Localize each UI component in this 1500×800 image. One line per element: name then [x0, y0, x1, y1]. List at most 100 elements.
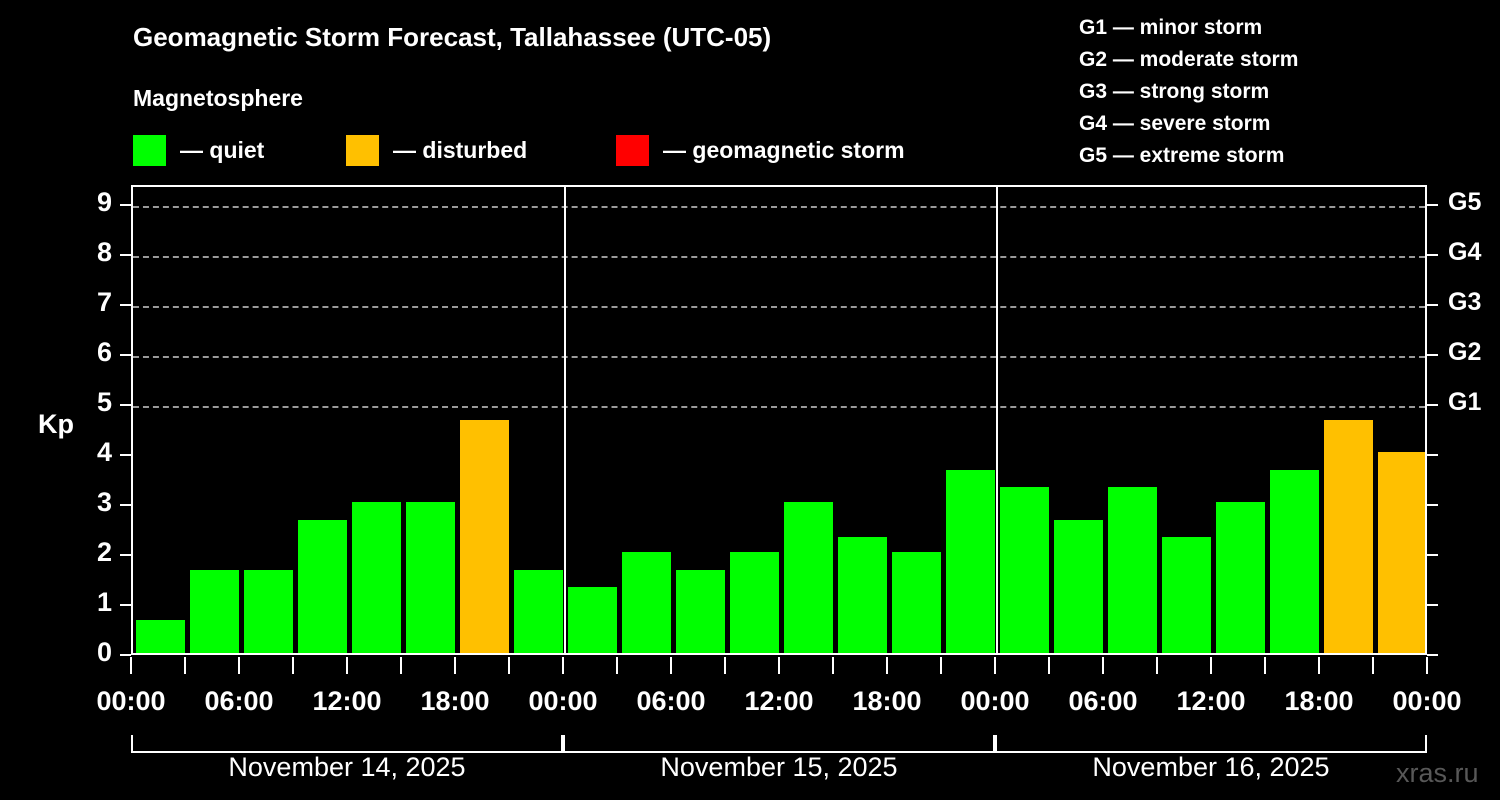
legend-label: — geomagnetic storm [663, 136, 905, 163]
x-tick [1156, 657, 1158, 674]
x-axis-label: 06:00 [636, 686, 706, 716]
bar [1107, 486, 1157, 653]
g-scale-label-g4: G4 [1448, 238, 1482, 266]
x-axis-label: 00:00 [528, 686, 598, 716]
g-scale-label-g2: G2 [1448, 338, 1482, 366]
x-tick [454, 657, 456, 674]
x-tick [832, 657, 834, 674]
x-axis-label: 06:00 [1068, 686, 1138, 716]
gridline-kp-6 [133, 356, 1425, 358]
y-axis-label-1: 1 [96, 587, 112, 617]
y-axis-label-9: 9 [96, 187, 112, 217]
legend-entry-geomagnetic-storm: — geomagnetic storm [616, 133, 905, 167]
legend-entry-disturbed: — disturbed [346, 133, 527, 167]
x-tick [886, 657, 888, 674]
x-axis-label: 06:00 [204, 686, 274, 716]
x-tick [994, 657, 996, 674]
watermark: xras.ru [1396, 758, 1479, 788]
gscale-legend-row-g2: G2 — moderate storm [1079, 48, 1299, 71]
legend-label: — quiet [180, 136, 265, 163]
x-axis-label: 00:00 [96, 686, 166, 716]
bar [513, 569, 563, 653]
x-tick [1318, 657, 1320, 674]
y-tick-left-6 [120, 354, 131, 356]
legend-swatch-quiet-icon [133, 134, 166, 166]
y-tick-left-5 [120, 404, 131, 406]
bar [945, 469, 995, 653]
x-axis-label: 00:00 [960, 686, 1030, 716]
x-tick [1264, 657, 1266, 674]
y-tick-right-2 [1427, 554, 1438, 556]
y-tick-right-3 [1427, 504, 1438, 506]
g-scale-label-g5: G5 [1448, 188, 1482, 216]
y-tick-left-9 [120, 204, 131, 206]
bar [351, 501, 401, 653]
y-axis-label-5: 5 [96, 387, 112, 417]
x-tick [940, 657, 942, 674]
date-label: November 16, 2025 [1092, 752, 1330, 782]
y-tick-right-9 [1427, 204, 1438, 206]
bar [405, 501, 455, 653]
bar [1053, 519, 1103, 653]
y-tick-left-3 [120, 504, 131, 506]
x-tick [292, 657, 294, 674]
legend-label: — disturbed [393, 136, 528, 163]
y-axis-label-4: 4 [96, 437, 112, 467]
date-label: November 14, 2025 [228, 752, 466, 782]
x-tick [346, 657, 348, 674]
g-scale-label-g1: G1 [1448, 388, 1482, 416]
date-label: November 15, 2025 [660, 752, 898, 782]
y-tick-right-6 [1427, 354, 1438, 356]
bar [729, 551, 779, 653]
x-tick [562, 657, 564, 674]
gridline-kp-7 [133, 306, 1425, 308]
x-tick [1426, 657, 1428, 674]
g-scale-label-g3: G3 [1448, 288, 1482, 316]
y-tick-right-1 [1427, 604, 1438, 606]
bar [567, 586, 617, 653]
gridline-kp-5 [133, 406, 1425, 408]
y-tick-left-7 [120, 304, 131, 306]
y-axis-label-7: 7 [96, 287, 112, 317]
x-tick [1210, 657, 1212, 674]
x-tick [1102, 657, 1104, 674]
x-tick [400, 657, 402, 674]
bar [189, 569, 239, 653]
x-axis-label: 18:00 [420, 686, 490, 716]
gscale-legend-row-g1: G1 — minor storm [1079, 16, 1263, 39]
date-bracket [131, 735, 563, 753]
day-separator [564, 187, 566, 653]
bar [1323, 419, 1373, 653]
x-axis-label: 12:00 [1176, 686, 1246, 716]
x-axis-label: 00:00 [1392, 686, 1462, 716]
y-axis-label-6: 6 [96, 337, 112, 367]
gridline-kp-8 [133, 256, 1425, 258]
y-tick-left-4 [120, 454, 131, 456]
y-axis-label-3: 3 [96, 487, 112, 517]
bar [135, 619, 185, 653]
x-axis-label: 12:00 [744, 686, 814, 716]
x-tick [670, 657, 672, 674]
x-axis-label: 18:00 [1284, 686, 1354, 716]
gridline-kp-9 [133, 206, 1425, 208]
plot-area [131, 185, 1427, 655]
gscale-legend: G1 — minor storm G2 — moderate storm G3 — … [1079, 12, 1298, 172]
y-tick-right-4 [1427, 454, 1438, 456]
bar [891, 551, 941, 653]
y-tick-right-0 [1427, 654, 1438, 656]
x-tick [1048, 657, 1050, 674]
page-title: Geomagnetic Storm Forecast, Tallahassee … [133, 22, 772, 52]
date-bracket [995, 735, 1427, 753]
bar [675, 569, 725, 653]
bar [1269, 469, 1319, 653]
x-tick [1372, 657, 1374, 674]
y-tick-left-2 [120, 554, 131, 556]
subtitle-magnetosphere: Magnetosphere [133, 85, 303, 111]
bar [621, 551, 671, 653]
x-tick [508, 657, 510, 674]
bar [837, 536, 887, 653]
bar [1377, 451, 1425, 653]
y-axis-label-2: 2 [96, 537, 112, 567]
x-tick [778, 657, 780, 674]
